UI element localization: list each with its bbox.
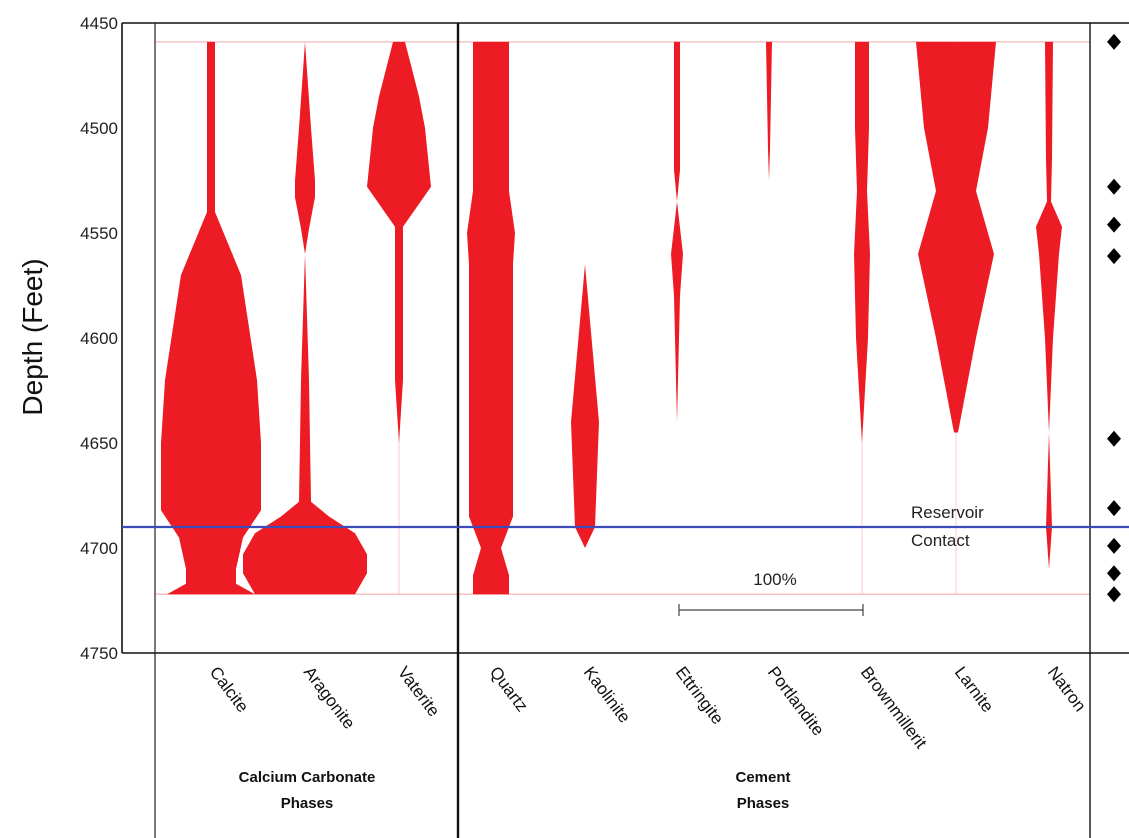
mineral-label-calcite: Calcite [206, 663, 252, 716]
y-tick-label: 4500 [80, 119, 118, 138]
mineral-label-larnite: Larnite [951, 663, 997, 716]
violin-larnite [916, 41, 996, 433]
sample-markers [1107, 33, 1121, 603]
y-tick-label: 4600 [80, 329, 118, 348]
sample-marker [1107, 500, 1121, 517]
y-tick-label: 4700 [80, 539, 118, 558]
violin-brownmillerit [854, 41, 870, 444]
mineral-label-aragonite: Aragonite [300, 663, 359, 733]
sample-marker [1107, 586, 1121, 603]
sample-marker [1107, 537, 1121, 554]
violin-vaterite [367, 41, 431, 444]
violin-quartz [467, 41, 515, 595]
y-tick-label: 4650 [80, 434, 118, 453]
violin-calcite [161, 41, 261, 595]
sample-marker [1107, 430, 1121, 447]
violin-ettringite [671, 41, 683, 423]
reservoir-contact-label-1: Reservoir [911, 503, 984, 522]
y-tick-labels: 4450 4500 4550 4600 4650 4700 4750 [80, 14, 118, 663]
violin-portlandite [766, 41, 772, 181]
y-axis-label: Depth (Feet) [17, 258, 48, 415]
group-label-line2: Phases [281, 795, 334, 812]
sample-marker [1107, 248, 1121, 265]
mineral-label-natron: Natron [1044, 663, 1090, 715]
violin-natron [1036, 41, 1062, 569]
reservoir-contact-label-2: Contact [911, 531, 970, 550]
chart-frame [121, 22, 1129, 838]
sample-marker [1107, 216, 1121, 233]
y-tick-label: 4450 [80, 14, 118, 33]
group-label-line1: Cement [735, 769, 790, 786]
scale-bar-label: 100% [753, 570, 796, 589]
sample-marker [1107, 178, 1121, 195]
mineral-label-portlandite: Portlandite [764, 663, 828, 739]
violin-aragonite [243, 41, 367, 595]
scale-bar: 100% [678, 570, 864, 616]
mineral-label-quartz: Quartz [486, 663, 532, 715]
mineral-label-kaolinite: Kaolinite [580, 663, 634, 727]
sample-marker [1107, 565, 1121, 582]
group-labels: Calcium Carbonate Phases Cement Phases [239, 769, 791, 812]
y-tick-label: 4750 [80, 644, 118, 663]
violin-kaolinite [571, 264, 599, 548]
group-label-line1: Calcium Carbonate [239, 769, 376, 786]
sample-marker [1107, 33, 1121, 50]
mineral-label-brownmillerit: Brownmillerit [857, 663, 931, 752]
mineral-label-ettringite: Ettringite [672, 663, 728, 728]
group-label-line2: Phases [737, 795, 790, 812]
violin-series [161, 41, 1062, 595]
y-tick-label: 4550 [80, 224, 118, 243]
mineral-label-vaterite: Vaterite [394, 663, 444, 720]
mineral-labels: Calcite Aragonite Vaterite Quartz Kaolinite E… [206, 663, 1090, 752]
